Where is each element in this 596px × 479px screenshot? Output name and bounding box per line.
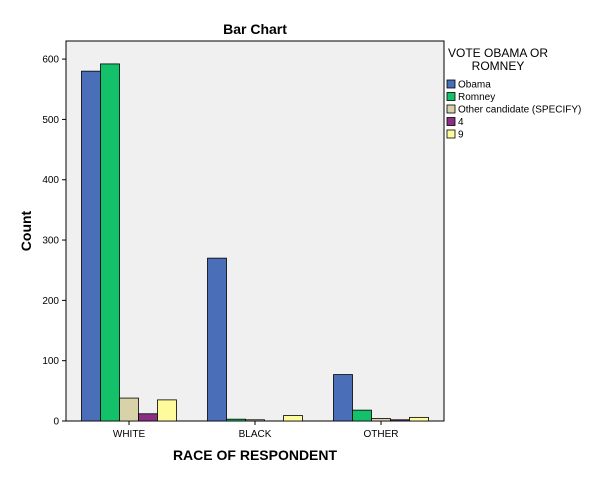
legend-swatch (446, 79, 456, 89)
legend-swatch (446, 129, 456, 139)
bars (81, 63, 429, 422)
legend-label: 9 (458, 130, 464, 141)
bar-obama-white (81, 70, 101, 422)
bar-other-candidate-specify--other (371, 418, 391, 422)
bar-obama-black (207, 257, 227, 422)
bar-4-white (138, 413, 158, 422)
y-tick-label: 100 (42, 356, 59, 367)
x-axis: WHITE BLACK OTHER (113, 421, 399, 440)
legend-swatch (446, 104, 456, 114)
bar-9-black (283, 415, 303, 422)
x-tick-label: BLACK (239, 429, 272, 440)
y-tick-label: 500 (42, 115, 59, 126)
y-tick-label: 0 (53, 417, 59, 428)
legend-swatch (446, 92, 456, 101)
bar-9-other (409, 416, 429, 422)
bar-romney-white (100, 63, 120, 422)
y-tick-label: 200 (42, 296, 59, 307)
bar-obama-other (333, 374, 353, 422)
legend-label: Other candidate (SPECIFY) (458, 105, 581, 116)
legend-swatch (446, 117, 456, 126)
bar-other-candidate-specify--black (245, 419, 265, 422)
bar-other-candidate-specify--white (119, 397, 139, 422)
legend-title-line-2: ROMNEY (472, 59, 525, 73)
legend-label: 4 (458, 117, 464, 128)
plot-area (65, 40, 445, 422)
y-axis-title: Count (18, 210, 34, 251)
bar-4-other (390, 419, 410, 422)
x-tick-label: OTHER (364, 429, 399, 440)
bar-9-white (157, 399, 177, 422)
chart-title: Bar Chart (223, 21, 287, 37)
x-axis-title: RACE OF RESPONDENT (173, 447, 338, 463)
y-tick-label: 300 (42, 236, 59, 247)
bar-romney-other (352, 409, 372, 422)
legend-title-line-1: VOTE OBAMA OR (448, 46, 548, 60)
bar-romney-black (226, 418, 246, 422)
legend-label: Obama (458, 80, 491, 91)
y-axis: 0 100 200 300 400 500 600 (42, 55, 66, 428)
y-tick-label: 600 (42, 55, 59, 66)
y-tick-label: 400 (42, 175, 59, 186)
legend-label: Romney (458, 92, 495, 103)
x-tick-label: WHITE (113, 429, 146, 440)
